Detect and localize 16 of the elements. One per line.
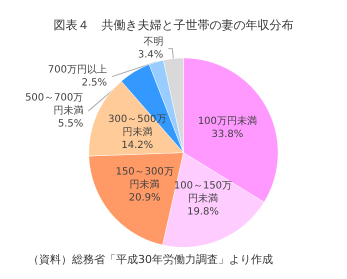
data-label: 33.8% [211,129,244,140]
data-label: 3.4% [138,50,164,61]
slice-label: 500～700万円未満 [25,92,84,117]
slice-label: 300～500万円未満 [108,114,166,138]
data-label: 2.5% [82,78,108,89]
data-label: 19.8% [187,206,219,218]
data-label: 20.9% [128,192,161,204]
data-label: 14.2% [121,140,154,152]
slice-label: 不明 [143,36,164,48]
slice-label: 100～150万円未満 [174,180,232,205]
slice-label: 150～300万円未満 [116,166,174,190]
data-label: 5.5% [58,118,84,130]
chart-title: 図表４ 共働き夫婦と子世帯の妻の年収分布 [54,18,294,32]
slice-label: 100万円未満 [198,115,257,128]
slice-label: 700万円以上 [48,64,108,76]
text: （資料）総務省「平成30年労働力調査」より作成 [28,253,273,266]
